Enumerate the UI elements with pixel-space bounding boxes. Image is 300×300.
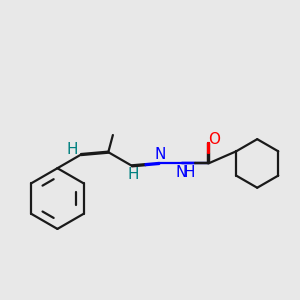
- Text: H: H: [183, 165, 195, 180]
- Text: O: O: [208, 132, 220, 147]
- Text: H: H: [128, 167, 139, 182]
- Text: N: N: [175, 165, 187, 180]
- Text: H: H: [66, 142, 78, 157]
- Text: N: N: [154, 148, 166, 163]
